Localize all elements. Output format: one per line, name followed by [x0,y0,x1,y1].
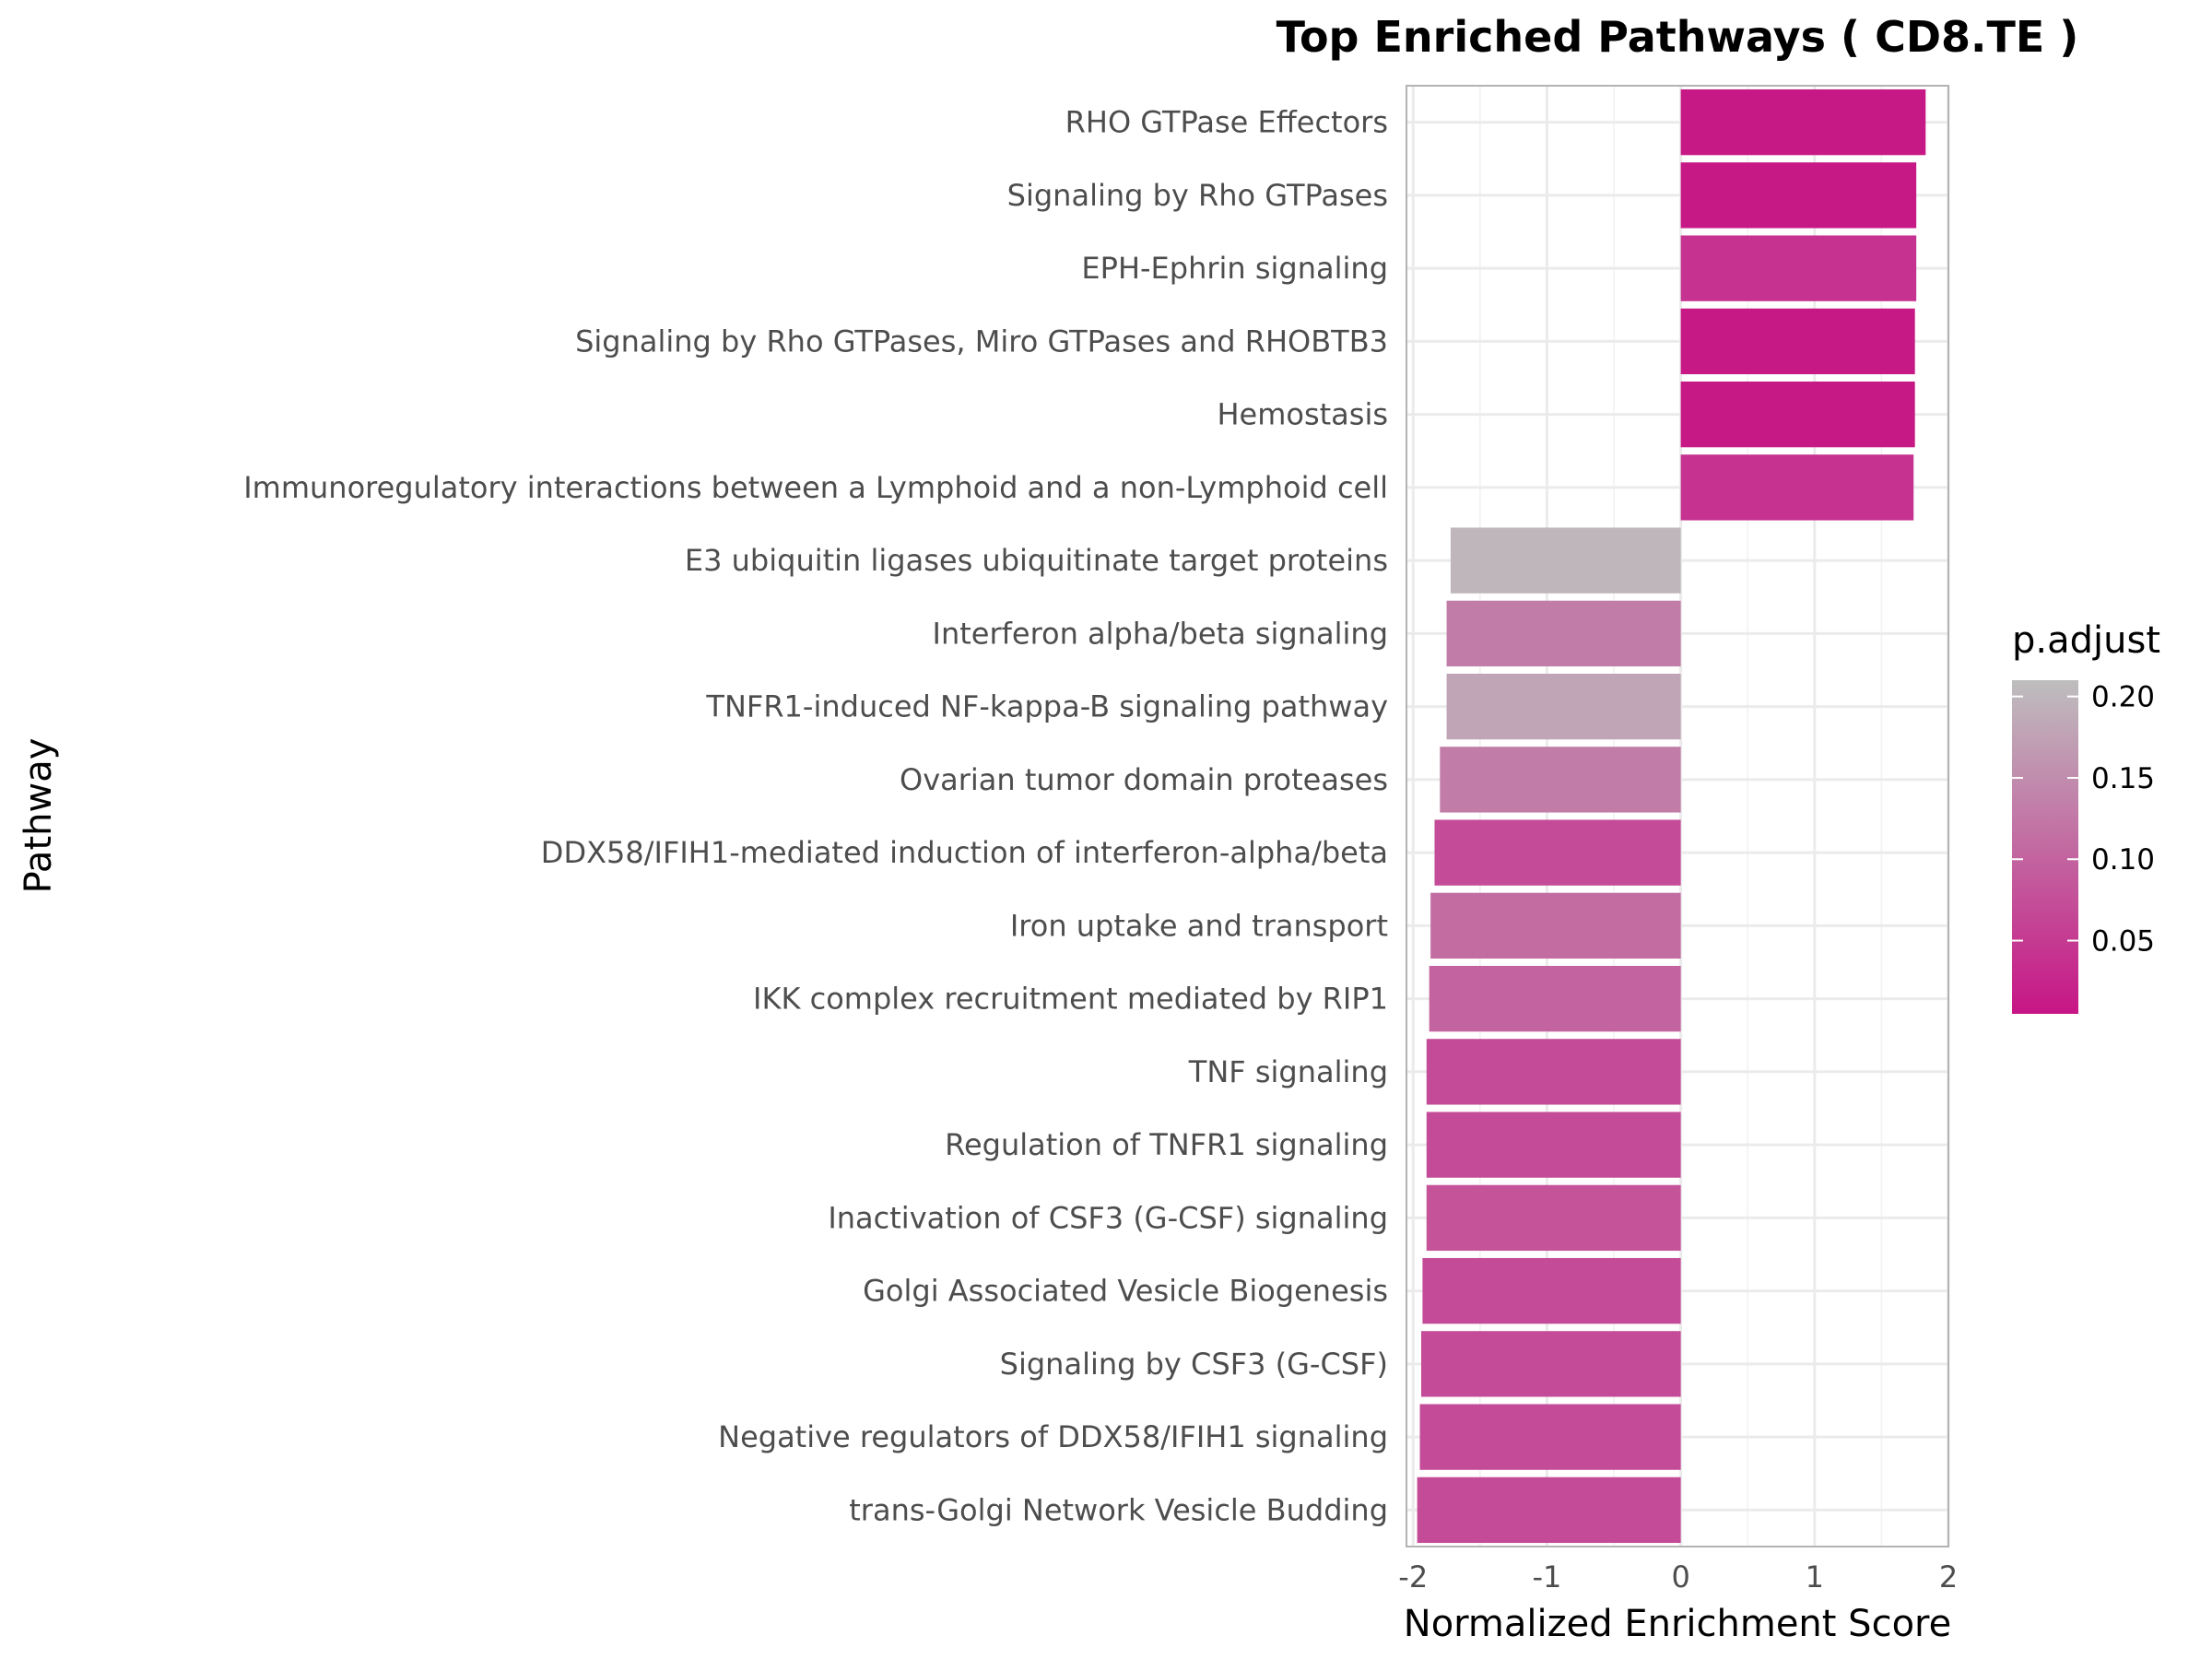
y-tick-label: Signaling by Rho GTPases, Miro GTPases a… [575,324,1388,359]
x-tick-label: 0 [1671,1559,1689,1594]
color-legend: p.adjust 0.20 0.15 0.10 0.05 [2012,619,2160,1014]
bar [1446,600,1681,667]
y-tick-label: RHO GTPase Effectors [1065,105,1388,140]
legend-tick-label: 0.15 [2091,762,2155,795]
y-tick-label: trans-Golgi Network Vesicle Budding [849,1492,1388,1527]
x-tick-labels: -2 -1 0 1 2 [1398,1559,1958,1594]
bar [1450,527,1681,594]
legend-tick-label: 0.20 [2091,681,2155,714]
y-tick-label: Hemostasis [1217,397,1388,432]
y-tick-label: Negative regulators of DDX58/IFIH1 signa… [718,1419,1388,1454]
bar [1680,381,1915,448]
bar [1680,235,1917,301]
y-tick-label: Interferon alpha/beta signaling [933,616,1389,651]
bar [1446,673,1681,740]
bar [1420,1331,1681,1397]
y-tick-label: Golgi Associated Vesicle Biogenesis [863,1274,1388,1309]
y-tick-label: DDX58/IFIH1-mediated induction of interf… [541,835,1388,870]
x-tick-label: -2 [1398,1559,1428,1594]
bar [1419,1404,1681,1470]
bar [1426,1184,1681,1252]
bar [1429,965,1681,1032]
x-tick-label: 2 [1939,1559,1958,1594]
bar [1680,454,1914,521]
bar [1680,162,1917,229]
bar [1680,308,1915,375]
y-tick-label: Signaling by CSF3 (G-CSF) [1000,1347,1388,1382]
y-tick-label: EPH-Ephrin signaling [1081,251,1388,286]
y-axis-title: Pathway [18,738,60,894]
y-tick-label: IKK complex recruitment mediated by RIP1 [753,982,1388,1017]
legend-tick-label: 0.10 [2091,843,2155,877]
legend-tick-label: 0.05 [2091,925,2155,959]
x-tick-label: 1 [1806,1559,1824,1594]
y-tick-label: Signaling by Rho GTPases [1007,178,1388,213]
bar [1422,1257,1681,1324]
bar [1440,747,1681,813]
y-tick-label: Ovarian tumor domain proteases [900,762,1388,797]
bar [1430,892,1681,959]
y-tick-label: Immunoregulatory interactions between a … [243,470,1388,505]
bar [1417,1477,1681,1544]
bar [1680,88,1926,156]
bar [1426,1039,1681,1105]
y-tick-labels: RHO GTPase Effectors Signaling by Rho GTP… [243,105,1388,1528]
y-tick-label: Inactivation of CSF3 (G-CSF) signaling [828,1200,1388,1235]
y-tick-label: E3 ubiquitin ligases ubiquitinate target… [685,543,1388,578]
plot-border [1406,85,1949,1547]
bar [1434,819,1681,886]
y-tick-label: Regulation of TNFR1 signaling [945,1127,1388,1162]
y-tick-label: Iron uptake and transport [1010,908,1388,943]
grid [1406,86,1950,1547]
bars [1417,88,1926,1544]
x-tick-label: -1 [1532,1559,1561,1594]
y-tick-label: TNF signaling [1188,1054,1388,1089]
x-axis-title: Normalized Enrichment Score [1404,1603,1951,1645]
bar [1426,1112,1681,1178]
legend-title: p.adjust [2012,619,2160,662]
chart-title: Top Enriched Pathways ( CD8.TE ) [1277,12,2079,62]
y-tick-label: TNFR1-induced NF-kappa-B signaling pathw… [705,689,1388,724]
legend-colorbar [2012,680,2078,1014]
legend-ticks: 0.20 0.15 0.10 0.05 [2012,681,2155,959]
